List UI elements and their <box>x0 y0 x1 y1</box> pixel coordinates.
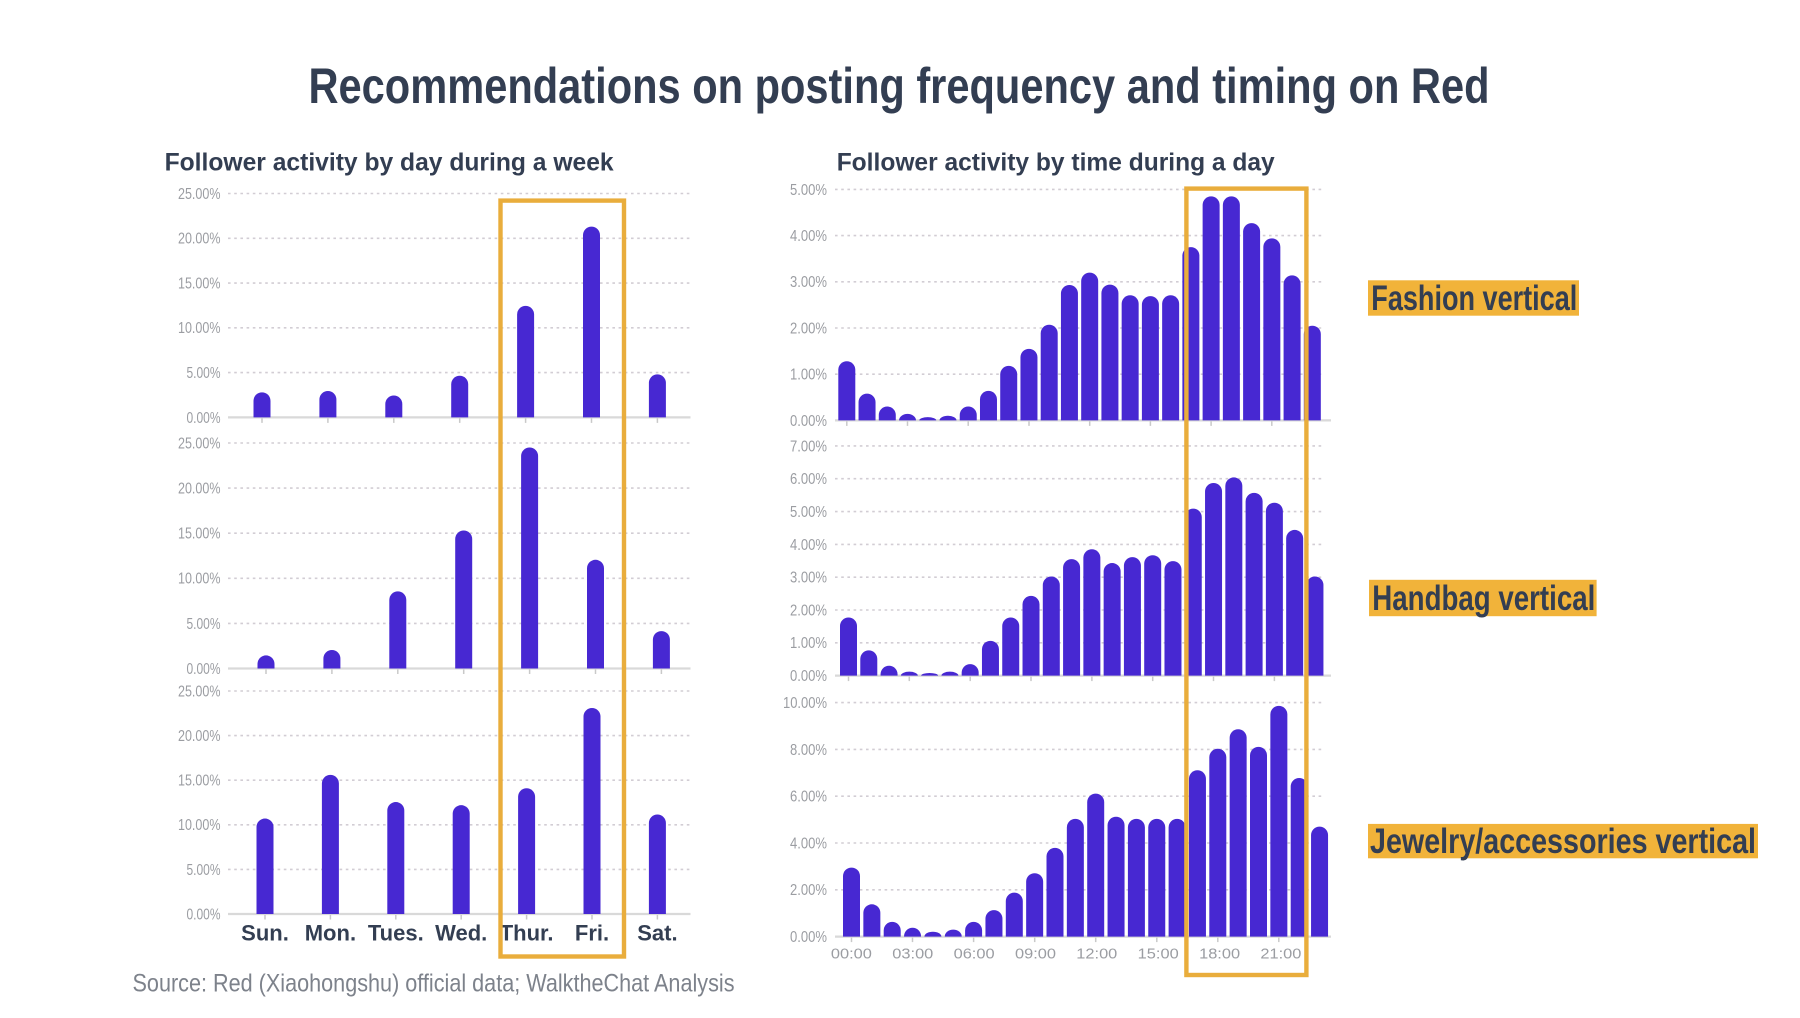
svg-text:5.00%: 5.00% <box>187 862 221 879</box>
svg-text:15.00%: 15.00% <box>178 526 221 543</box>
svg-text:6.00%: 6.00% <box>790 471 827 488</box>
svg-text:15.00%: 15.00% <box>178 773 221 790</box>
svg-text:0.00%: 0.00% <box>790 668 827 685</box>
svg-text:4.00%: 4.00% <box>790 228 827 245</box>
svg-text:20.00%: 20.00% <box>178 231 221 248</box>
svg-text:3.00%: 3.00% <box>790 570 827 587</box>
svg-text:15:00: 15:00 <box>1138 947 1179 963</box>
svg-text:06:00: 06:00 <box>954 947 995 963</box>
svg-text:0.00%: 0.00% <box>187 410 221 427</box>
svg-text:00:00: 00:00 <box>831 947 872 963</box>
svg-text:Thur.: Thur. <box>500 921 554 946</box>
svg-text:Follower activity by day durin: Follower activity by day during a week <box>165 149 615 177</box>
svg-text:Sun.: Sun. <box>241 921 289 946</box>
svg-text:Handbag vertical: Handbag vertical <box>1372 579 1595 618</box>
svg-text:Mon.: Mon. <box>305 921 356 946</box>
svg-text:2.00%: 2.00% <box>790 882 827 899</box>
svg-text:Wed.: Wed. <box>435 921 487 946</box>
svg-text:15.00%: 15.00% <box>178 276 221 293</box>
svg-text:12:00: 12:00 <box>1076 947 1117 963</box>
svg-text:25.00%: 25.00% <box>178 186 221 203</box>
svg-text:10.00%: 10.00% <box>783 695 827 712</box>
svg-text:25.00%: 25.00% <box>178 683 221 700</box>
svg-text:0.00%: 0.00% <box>790 413 827 430</box>
svg-text:10.00%: 10.00% <box>178 320 221 337</box>
svg-text:0.00%: 0.00% <box>790 929 827 946</box>
svg-text:20.00%: 20.00% <box>178 728 221 745</box>
svg-text:Fashion vertical: Fashion vertical <box>1371 279 1577 318</box>
svg-text:Recommendations on posting fre: Recommendations on posting frequency and… <box>309 58 1490 114</box>
svg-text:Source: Red (Xiaohongshu) offi: Source: Red (Xiaohongshu) official data;… <box>133 970 735 998</box>
svg-text:5.00%: 5.00% <box>790 182 827 199</box>
svg-text:7.00%: 7.00% <box>790 438 827 455</box>
svg-text:10.00%: 10.00% <box>178 571 221 588</box>
svg-text:5.00%: 5.00% <box>790 504 827 521</box>
svg-text:Tues.: Tues. <box>368 921 424 946</box>
svg-text:5.00%: 5.00% <box>187 365 221 382</box>
svg-text:4.00%: 4.00% <box>790 537 827 554</box>
svg-text:18:00: 18:00 <box>1199 947 1240 963</box>
svg-text:03:00: 03:00 <box>892 947 933 963</box>
svg-text:10.00%: 10.00% <box>178 817 221 834</box>
svg-text:Fri.: Fri. <box>575 921 609 946</box>
svg-text:Follower activity by time duri: Follower activity by time during a day <box>837 149 1275 177</box>
svg-text:1.00%: 1.00% <box>790 635 827 652</box>
svg-text:Jewelry/accessories vertical: Jewelry/accessories vertical <box>1370 822 1756 861</box>
svg-text:2.00%: 2.00% <box>790 320 827 337</box>
svg-text:0.00%: 0.00% <box>187 906 221 923</box>
svg-text:8.00%: 8.00% <box>790 742 827 759</box>
svg-text:09:00: 09:00 <box>1015 947 1056 963</box>
svg-text:3.00%: 3.00% <box>790 274 827 291</box>
svg-text:5.00%: 5.00% <box>187 616 221 633</box>
svg-text:1.00%: 1.00% <box>790 367 827 384</box>
svg-text:20.00%: 20.00% <box>178 481 221 498</box>
svg-text:6.00%: 6.00% <box>790 789 827 806</box>
svg-text:2.00%: 2.00% <box>790 602 827 619</box>
svg-text:4.00%: 4.00% <box>790 835 827 852</box>
svg-text:25.00%: 25.00% <box>178 435 221 452</box>
svg-text:21:00: 21:00 <box>1260 947 1301 963</box>
svg-text:0.00%: 0.00% <box>187 661 221 678</box>
svg-text:Sat.: Sat. <box>637 921 677 946</box>
